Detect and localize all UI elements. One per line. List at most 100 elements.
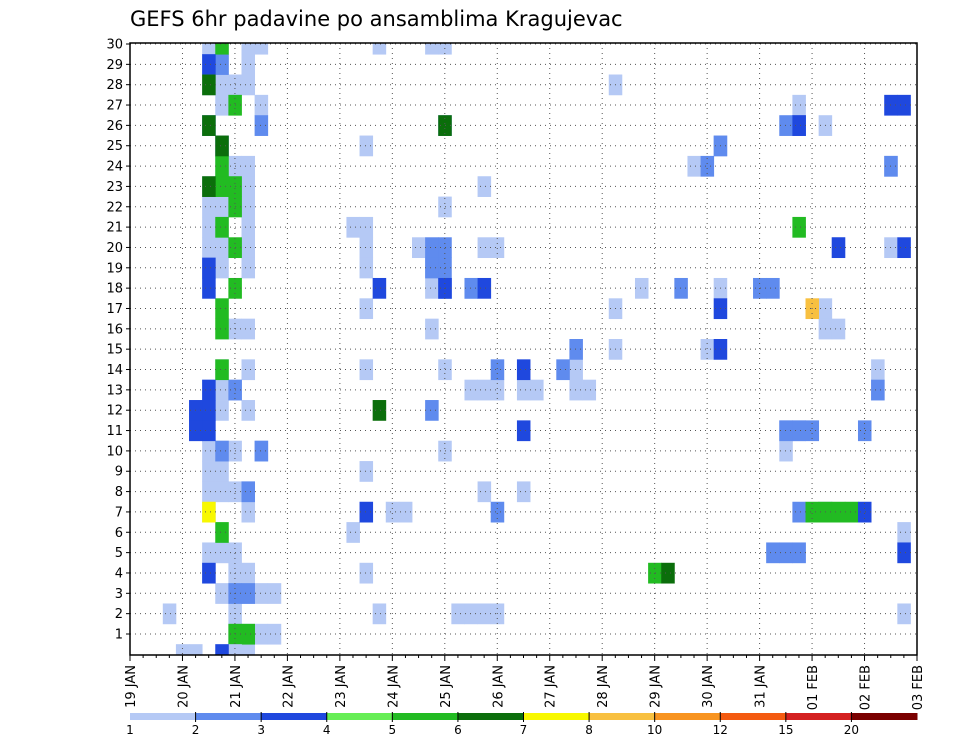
heatmap-cell [516, 379, 531, 401]
heatmap-cell [464, 603, 478, 625]
heatmap-cell [372, 400, 387, 421]
heatmap-cell [267, 583, 282, 604]
heatmap-cell [241, 74, 256, 96]
heatmap-cell [215, 176, 229, 197]
x-tick-label: 20 JAN [176, 665, 191, 708]
y-tick-label: 4 [115, 566, 123, 581]
heatmap-cell [241, 583, 256, 604]
heatmap-cell [202, 216, 216, 238]
heatmap-cell [477, 277, 492, 299]
heatmap-cell [241, 54, 256, 75]
heatmap-cell [254, 94, 269, 116]
x-tick-label: 22 JAN [281, 665, 296, 708]
heatmap-cell [661, 562, 675, 584]
heatmap-cell [215, 522, 229, 543]
heatmap-cell [516, 420, 531, 442]
heatmap-cell [792, 94, 806, 116]
heatmap-cell [202, 542, 216, 564]
y-tick-label: 22 [106, 200, 123, 215]
heatmap-cell [215, 461, 229, 482]
x-tick-label: 19 JAN [124, 665, 139, 708]
heatmap-cell [241, 318, 256, 340]
colorbar-label: 6 [454, 723, 462, 737]
heatmap-cell [359, 562, 374, 584]
heatmap-cell [569, 359, 583, 381]
y-tick-label: 11 [106, 424, 123, 439]
heatmap-cell [241, 481, 256, 503]
heatmap-cell [582, 379, 597, 401]
heatmap-cell [490, 237, 505, 259]
heatmap-cell [202, 237, 216, 259]
heatmap-cell [897, 542, 911, 564]
x-tick-label: 24 JAN [386, 665, 401, 708]
y-tick-label: 12 [106, 404, 123, 419]
x-tick-label: 01 FEB [806, 665, 821, 710]
heatmap-cell [779, 420, 793, 442]
heatmap-cell [372, 603, 387, 625]
heatmap-cell [215, 74, 229, 96]
heatmap-cell [700, 155, 715, 177]
heatmap-cell [215, 359, 229, 381]
heatmap-cell [202, 43, 216, 55]
heatmap-cell [477, 603, 492, 625]
y-tick-label: 26 [106, 119, 123, 134]
heatmap-cell [687, 155, 701, 177]
heatmap-cell [477, 237, 492, 259]
heatmap-cell [359, 237, 374, 259]
y-tick-label: 28 [106, 78, 123, 93]
heatmap-cell [202, 54, 216, 75]
colorbar-swatch [589, 713, 656, 720]
heatmap-cell [202, 400, 216, 421]
heatmap-cell [831, 501, 846, 523]
heatmap-cell [766, 542, 780, 564]
heatmap-cell [805, 420, 820, 442]
colorbar-swatch [130, 713, 197, 720]
y-tick-label: 27 [106, 99, 123, 114]
colorbar-swatch [785, 713, 852, 720]
heatmap-cell [897, 94, 911, 116]
heatmap-cell [451, 603, 465, 625]
x-tick-label: 26 JAN [491, 665, 506, 708]
heatmap-cell [359, 501, 374, 523]
y-tick-label: 24 [106, 160, 123, 175]
colorbar-label: 12 [713, 723, 728, 737]
heatmap-cell [490, 379, 505, 401]
heatmap-cell [202, 74, 216, 96]
heatmap-cell [792, 501, 806, 523]
colorbar-swatch [851, 713, 918, 720]
y-tick-label: 19 [106, 261, 123, 276]
heatmap-cell [254, 115, 269, 136]
heatmap-cell [897, 237, 911, 259]
heatmap-cell [241, 216, 256, 238]
heatmap-cell [241, 400, 256, 421]
heatmap-cell [844, 501, 859, 523]
heatmap-cell [215, 542, 229, 564]
heatmap-cell [779, 115, 793, 136]
heatmap-cell [241, 644, 256, 656]
heatmap-cell [477, 481, 492, 503]
heatmap-cell [267, 623, 282, 645]
heatmap-cell [241, 155, 256, 177]
y-tick-label: 13 [106, 383, 123, 398]
heatmap-cell [779, 440, 793, 462]
heatmap-cell [215, 400, 229, 421]
colorbar-label: 7 [520, 723, 528, 737]
heatmap-cell [241, 196, 256, 218]
y-tick-label: 23 [106, 180, 123, 195]
heatmap-cell [792, 115, 806, 136]
heatmap-cell [871, 379, 885, 401]
colorbar-swatch [457, 713, 524, 720]
colorbar-label: 5 [389, 723, 397, 737]
heatmap-cell [202, 379, 216, 401]
y-tick-label: 14 [106, 363, 123, 378]
colorbar-legend: 1 2 3 4 5 6 7 8 10 12 15 20 [126, 712, 918, 737]
heatmap-cell [202, 115, 216, 136]
heatmap-cell [254, 623, 269, 645]
heatmap-cell [871, 359, 885, 381]
heatmap-cell [516, 359, 531, 381]
colorbar-label: 8 [585, 723, 593, 737]
heatmap-cell [215, 644, 229, 656]
heatmap-cell [569, 339, 583, 360]
heatmap-cell [241, 43, 256, 55]
heatmap-cell [202, 277, 216, 299]
